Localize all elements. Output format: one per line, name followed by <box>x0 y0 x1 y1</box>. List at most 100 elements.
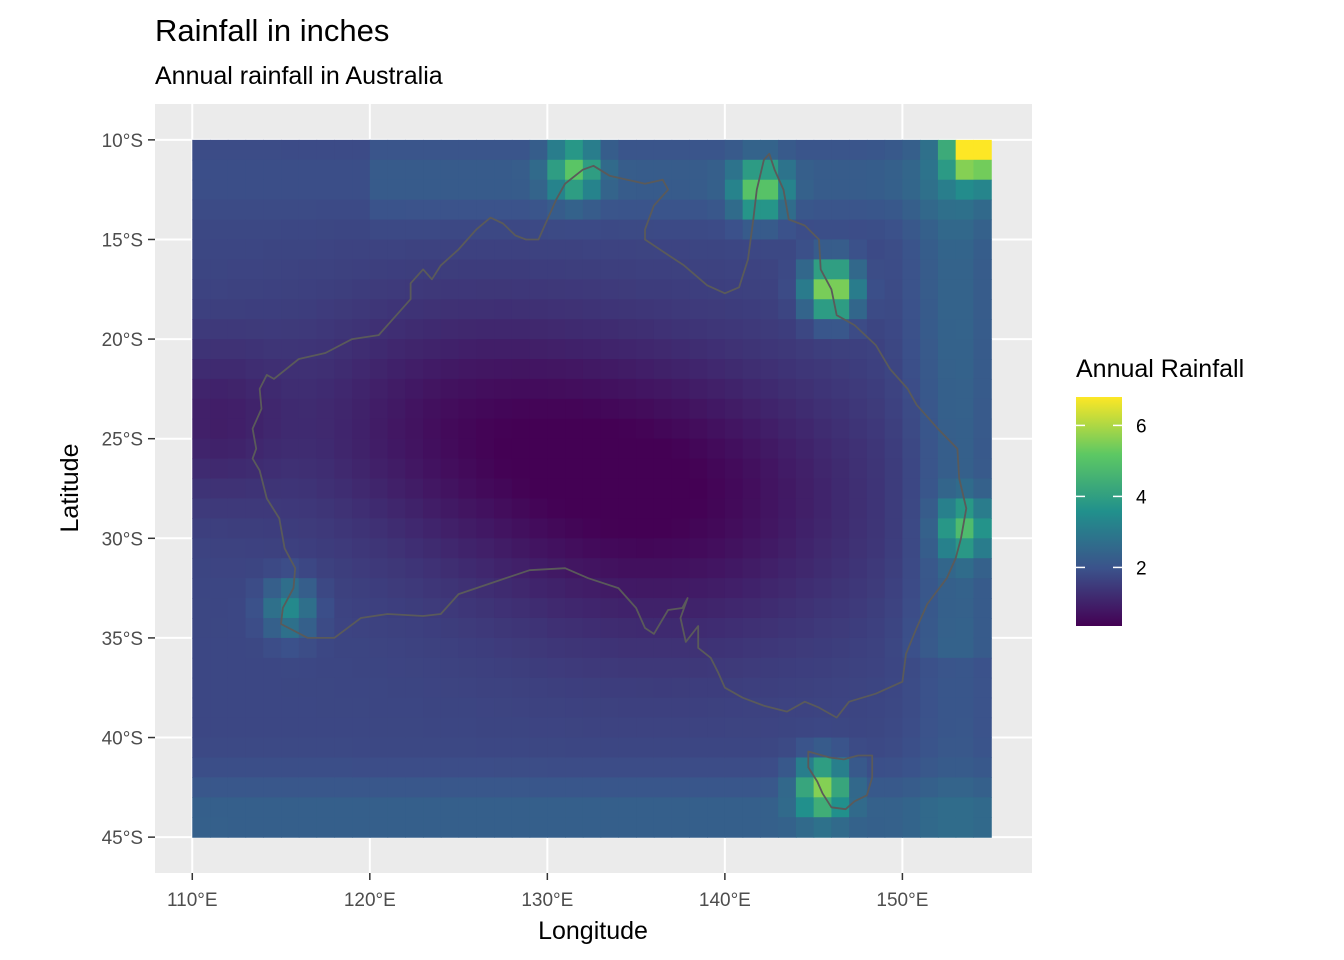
raster-cell <box>494 657 513 679</box>
raster-cell <box>973 777 992 798</box>
raster-cell <box>902 259 921 280</box>
raster-cell <box>973 299 992 320</box>
raster-cell <box>387 239 406 260</box>
raster-cell <box>423 657 442 679</box>
raster-cell <box>210 498 229 519</box>
y-tick-label: 25°S <box>102 430 143 451</box>
raster-cell <box>920 797 939 818</box>
raster-cell <box>547 139 566 161</box>
raster-cell <box>618 677 637 699</box>
raster-cell <box>316 598 335 619</box>
raster-cell <box>316 299 335 320</box>
raster-cell <box>849 817 868 838</box>
raster-cell <box>636 598 655 619</box>
raster-cell <box>405 259 424 280</box>
raster-cell <box>263 817 282 838</box>
raster-cell <box>636 717 655 739</box>
raster-cell <box>387 498 406 519</box>
raster-cell <box>369 398 389 420</box>
raster-cell <box>352 239 371 260</box>
raster-cell <box>316 159 335 181</box>
raster-cell <box>724 677 744 699</box>
legend-title: Annual Rainfall <box>1076 355 1244 383</box>
raster-cell <box>813 259 832 280</box>
raster-cell <box>724 737 744 759</box>
raster-cell <box>884 398 904 420</box>
raster-cell <box>192 598 211 619</box>
raster-cell <box>458 817 477 838</box>
raster-cell <box>671 757 690 778</box>
raster-cell <box>511 239 531 260</box>
raster-cell <box>352 219 371 241</box>
raster-cell <box>547 478 566 500</box>
raster-cell <box>600 777 619 798</box>
raster-cell <box>210 398 229 420</box>
raster-cell <box>778 558 797 579</box>
raster-cell <box>831 797 850 818</box>
raster-cell <box>245 797 264 818</box>
raster-cell <box>316 538 335 559</box>
raster-cell <box>831 199 850 221</box>
raster-cell <box>653 139 673 161</box>
raster-cell <box>387 259 406 280</box>
raster-cell <box>582 777 602 798</box>
raster-cell <box>937 498 957 519</box>
raster-cell <box>866 717 886 739</box>
raster-cell <box>227 578 247 599</box>
raster-cell <box>813 797 832 818</box>
raster-cell <box>529 677 548 699</box>
raster-cell <box>192 259 211 280</box>
raster-cell <box>245 359 264 380</box>
raster-cell <box>227 139 247 161</box>
raster-cell <box>298 697 318 719</box>
legend-ticks: 246 <box>1076 416 1147 579</box>
raster-cell <box>884 757 904 778</box>
raster-cell <box>724 518 744 539</box>
raster-cell <box>937 617 957 639</box>
raster-cell <box>653 617 673 639</box>
raster-cell <box>689 657 708 679</box>
raster-cell <box>476 558 495 579</box>
raster-cell <box>955 757 975 778</box>
raster-cell <box>973 239 992 260</box>
raster-cell <box>653 259 673 280</box>
raster-cell <box>423 737 442 759</box>
raster-cell <box>920 159 939 181</box>
raster-cell <box>902 478 921 500</box>
raster-cell <box>192 398 211 420</box>
raster-cell <box>316 259 335 280</box>
raster-cell <box>352 139 371 161</box>
raster-cell <box>263 757 282 778</box>
raster-cell <box>973 458 992 480</box>
raster-cell <box>281 159 300 181</box>
raster-cell <box>707 319 726 340</box>
raster-cell <box>281 299 300 320</box>
raster-cell <box>458 697 477 719</box>
raster-cell <box>298 438 318 460</box>
raster-cell <box>565 797 584 818</box>
raster-cell <box>529 817 548 838</box>
raster-cell <box>689 179 708 201</box>
raster-cell <box>920 677 939 699</box>
raster-cell <box>511 179 531 201</box>
raster-cell <box>245 538 264 559</box>
raster-cell <box>369 219 389 241</box>
raster-cell <box>210 617 229 639</box>
raster-cell <box>423 239 442 260</box>
raster-cell <box>742 498 761 519</box>
raster-cell <box>778 817 797 838</box>
raster-cell <box>778 538 797 559</box>
raster-cell <box>795 498 815 519</box>
raster-cell <box>192 458 211 480</box>
raster-cell <box>245 598 264 619</box>
raster-cell <box>618 279 637 300</box>
raster-cell <box>618 458 637 480</box>
raster-cell <box>653 817 673 838</box>
raster-cell <box>849 578 868 599</box>
y-tick-label: 35°S <box>102 629 143 650</box>
raster-cell <box>369 617 389 639</box>
raster-cell <box>902 378 921 400</box>
raster-cell <box>458 319 477 340</box>
raster-cell <box>724 299 744 320</box>
raster-cell <box>813 717 832 739</box>
